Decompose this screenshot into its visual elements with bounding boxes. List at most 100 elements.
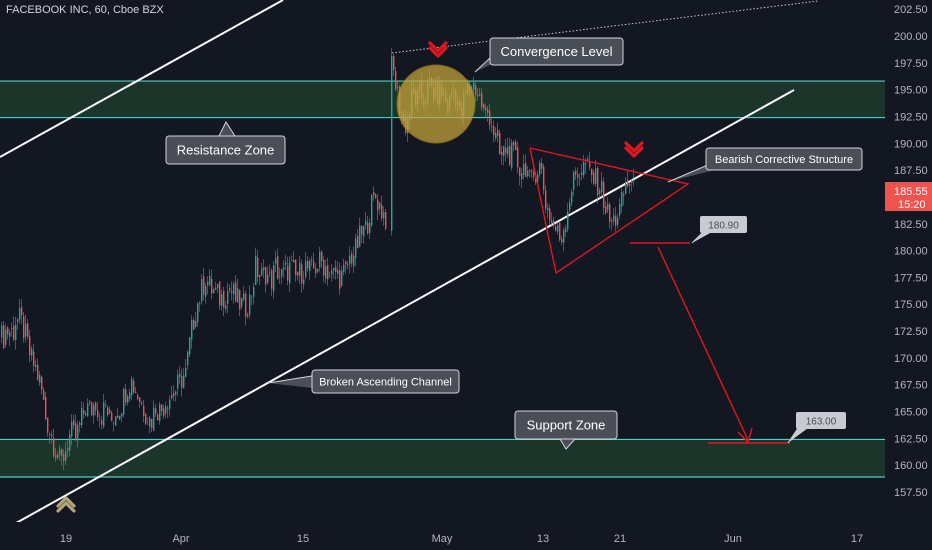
candle-body — [151, 419, 153, 428]
candle-body — [615, 216, 617, 226]
candle-body — [67, 448, 69, 451]
y-tick-label: 165.00 — [894, 407, 928, 419]
candle-body — [593, 172, 595, 184]
candle-body — [617, 218, 619, 225]
candle-body — [63, 454, 65, 462]
candle-body — [13, 325, 15, 340]
support-zone-callout-box — [514, 410, 618, 440]
candle-body — [357, 235, 359, 249]
candle-body — [199, 302, 201, 304]
y-tick-label: 167.50 — [894, 380, 928, 392]
candle-body — [517, 147, 519, 168]
y-tick-label: 162.50 — [894, 433, 928, 445]
candle-body — [303, 279, 305, 285]
candle-body — [53, 438, 55, 456]
candle-body — [323, 259, 325, 276]
candle-body — [205, 286, 207, 297]
x-tick-label: 21 — [614, 533, 626, 545]
candle-body — [227, 291, 229, 304]
candle-body — [313, 261, 315, 269]
x-tick-label: Jun — [724, 533, 742, 545]
candle-body — [507, 146, 509, 155]
last-price-time: 15:20 — [898, 199, 926, 211]
candle-body — [139, 397, 141, 403]
candle-body — [577, 174, 579, 178]
broken-ascending-channel-callout-label: Broken Ascending Channel — [319, 376, 452, 388]
candle-body — [137, 395, 139, 399]
candle-body — [547, 207, 549, 211]
support-zone-callout-label: Support Zone — [527, 418, 606, 433]
last-price-value: 185.55 — [894, 186, 928, 198]
candle-body — [621, 191, 623, 207]
candle-body — [371, 195, 373, 226]
candle-body — [587, 158, 589, 162]
chart-title: FACEBOOK INC, 60, Cboe BZX — [6, 4, 164, 16]
candle-body — [245, 293, 247, 317]
candle-body — [511, 142, 513, 168]
convergence-level-callout-box — [489, 37, 624, 66]
candle-body — [529, 169, 531, 172]
target-2-tag-label: 163.00 — [806, 417, 837, 428]
candle-body — [347, 264, 349, 266]
candle-body — [575, 170, 577, 175]
candle-body — [233, 283, 235, 295]
candle-body — [383, 212, 385, 219]
support-zone-fill — [0, 439, 885, 477]
candle-body — [21, 307, 23, 316]
candle-body — [107, 407, 109, 416]
candle-body — [377, 199, 379, 211]
candle-body — [89, 401, 91, 403]
candle-body — [627, 180, 629, 187]
candle-body — [195, 321, 197, 327]
candle-body — [145, 414, 147, 424]
candle-body — [217, 284, 219, 289]
candle-body — [479, 94, 481, 96]
bullish-arrow-icon — [56, 496, 76, 513]
candle-body — [235, 282, 237, 302]
candle-body — [595, 168, 597, 184]
candle-body — [365, 220, 367, 226]
time-axis-background — [0, 522, 885, 550]
candle-body — [603, 181, 605, 208]
candle-body — [215, 287, 217, 290]
candle-body — [609, 204, 611, 222]
candle-body — [61, 449, 63, 457]
candle-body — [611, 220, 613, 222]
candle-body — [55, 455, 57, 458]
candle-body — [523, 163, 525, 176]
target-1-tag-box — [700, 216, 747, 233]
candle-body — [163, 408, 165, 416]
candle-body — [589, 161, 591, 168]
y-tick-label: 180.00 — [894, 246, 928, 258]
bearish-corrective-structure-callout-box — [705, 147, 863, 171]
candle-body — [273, 265, 275, 292]
candle-body — [27, 323, 29, 337]
candle-body — [391, 55, 393, 231]
candle-body — [71, 421, 73, 437]
price-axis-background — [885, 0, 932, 550]
candle-body — [35, 364, 37, 368]
candle-body — [349, 255, 351, 265]
candle-body — [341, 270, 343, 286]
candle-body — [69, 434, 71, 451]
candle-body — [113, 422, 115, 424]
candle-body — [85, 413, 87, 416]
candle-body — [97, 410, 99, 418]
candle-body — [229, 288, 231, 291]
candle-body — [165, 406, 167, 414]
candle-body — [221, 294, 223, 306]
candle-body — [263, 267, 265, 271]
x-tick-label: 19 — [60, 533, 72, 545]
candle-body — [477, 94, 479, 97]
resistance-zone-callout-label: Resistance Zone — [177, 143, 275, 158]
candle-body — [209, 275, 211, 285]
candle-body — [149, 417, 151, 427]
resistance-zone-callout-pointer — [218, 120, 236, 137]
candle-body — [503, 146, 505, 157]
candle-body — [237, 288, 239, 303]
candle-body — [361, 225, 363, 235]
candle-body — [297, 271, 299, 276]
y-tick-label: 177.50 — [894, 272, 928, 284]
